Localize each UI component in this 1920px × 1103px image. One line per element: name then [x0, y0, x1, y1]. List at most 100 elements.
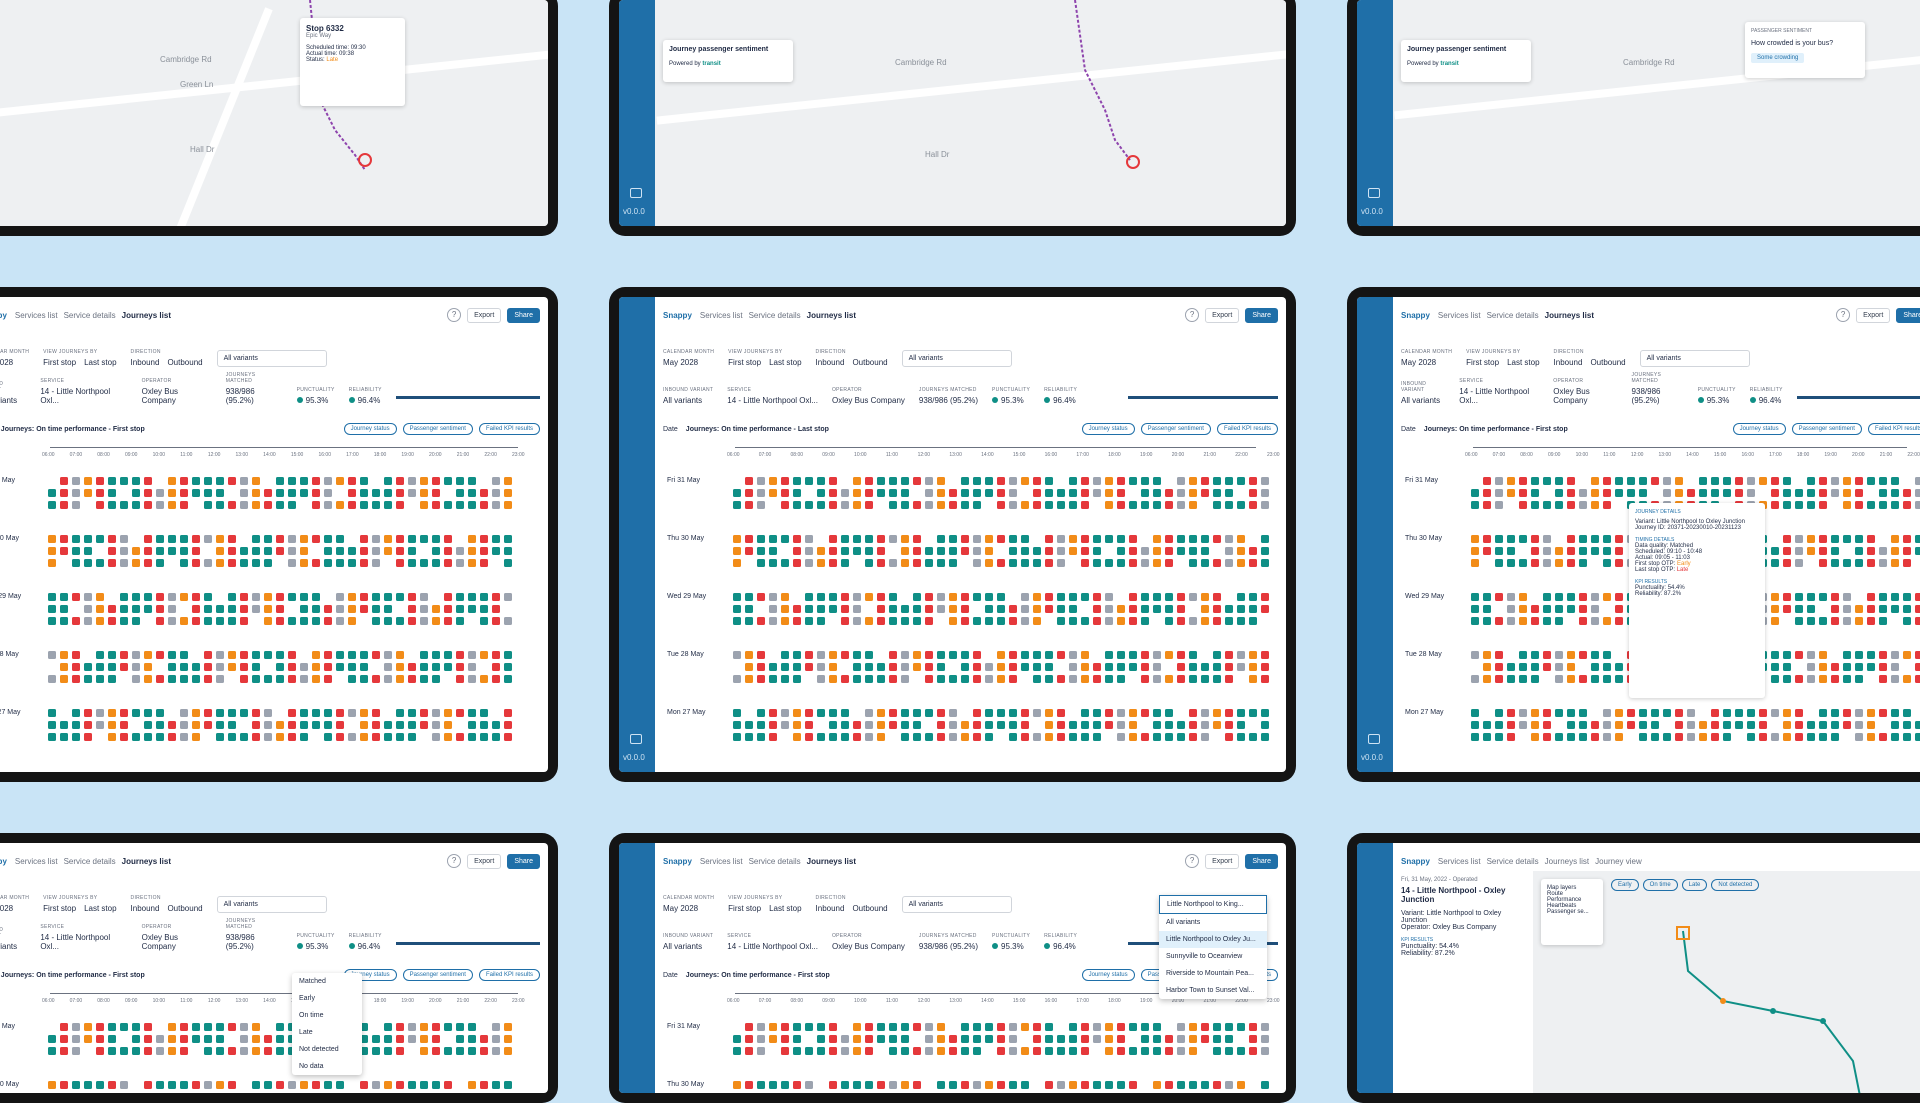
journey-cell[interactable] — [817, 1047, 825, 1055]
journey-cell[interactable] — [1213, 559, 1221, 567]
journey-cell[interactable] — [889, 593, 897, 601]
journey-cell[interactable] — [444, 709, 452, 717]
journey-cell[interactable] — [420, 709, 428, 717]
journey-cell[interactable] — [1165, 721, 1173, 729]
journey-cell[interactable] — [1903, 489, 1911, 497]
journey-cell[interactable] — [1567, 559, 1575, 567]
journey-cell[interactable] — [745, 1035, 753, 1043]
journey-cell[interactable] — [1069, 489, 1077, 497]
journey-cell[interactable] — [1093, 535, 1101, 543]
journey-cell[interactable] — [757, 535, 765, 543]
journey-cell[interactable] — [1783, 605, 1791, 613]
journey-cell[interactable] — [108, 721, 116, 729]
journey-cell[interactable] — [504, 489, 512, 497]
journey-cell[interactable] — [444, 605, 452, 613]
journey-cell[interactable] — [468, 1035, 476, 1043]
journey-cell[interactable] — [1141, 547, 1149, 555]
journey-cell[interactable] — [300, 477, 308, 485]
journey-cell[interactable] — [1783, 709, 1791, 717]
journey-cell[interactable] — [1201, 617, 1209, 625]
journey-cell[interactable] — [240, 489, 248, 497]
journey-cell[interactable] — [324, 501, 332, 509]
journey-cell[interactable] — [937, 547, 945, 555]
journey-cell[interactable] — [1543, 559, 1551, 567]
journey-cell[interactable] — [300, 733, 308, 741]
journey-cell[interactable] — [216, 535, 224, 543]
journey-cell[interactable] — [1831, 675, 1839, 683]
radio-first-stop[interactable]: First stop — [43, 358, 77, 367]
journey-cell[interactable] — [853, 1047, 861, 1055]
journey-cell[interactable] — [1891, 559, 1899, 567]
journey-cell[interactable] — [1555, 675, 1563, 683]
journey-cell[interactable] — [144, 721, 152, 729]
journey-cell[interactable] — [48, 559, 56, 567]
journey-cell[interactable] — [504, 1047, 512, 1055]
journey-cell[interactable] — [1225, 605, 1233, 613]
journey-cell[interactable] — [1009, 535, 1017, 543]
journey-cell[interactable] — [865, 709, 873, 717]
journey-cell[interactable] — [264, 1047, 272, 1055]
journey-cell[interactable] — [1033, 709, 1041, 717]
journey-cell[interactable] — [60, 1047, 68, 1055]
layer-option[interactable]: Route — [1547, 891, 1564, 897]
radio-outbound[interactable]: Outbound — [167, 358, 203, 367]
journey-cell[interactable] — [901, 675, 909, 683]
journey-cell[interactable] — [276, 675, 284, 683]
radio-outbound[interactable]: Outbound — [167, 904, 203, 913]
journey-cell[interactable] — [1603, 709, 1611, 717]
journey-cell[interactable] — [1591, 663, 1599, 671]
journey-cell[interactable] — [925, 663, 933, 671]
journey-cell[interactable] — [997, 489, 1005, 497]
journey-cell[interactable] — [1471, 733, 1479, 741]
journey-cell[interactable] — [240, 709, 248, 717]
journey-cell[interactable] — [324, 733, 332, 741]
journey-cell[interactable] — [216, 559, 224, 567]
journey-cell[interactable] — [492, 617, 500, 625]
journey-cell[interactable] — [793, 1081, 801, 1089]
journey-cell[interactable] — [1069, 1023, 1077, 1031]
journey-cell[interactable] — [1021, 709, 1029, 717]
journey-cell[interactable] — [1069, 593, 1077, 601]
journey-cell[interactable] — [877, 1081, 885, 1089]
journey-cell[interactable] — [192, 535, 200, 543]
journey-cell[interactable] — [1603, 535, 1611, 543]
journey-cell[interactable] — [949, 559, 957, 567]
journey-cell[interactable] — [961, 1035, 969, 1043]
journey-cell[interactable] — [96, 1023, 104, 1031]
journey-cell[interactable] — [925, 709, 933, 717]
journey-cell[interactable] — [204, 501, 212, 509]
journey-cell[interactable] — [1105, 501, 1113, 509]
journey-cell[interactable] — [480, 733, 488, 741]
chip-passenger-sentiment[interactable]: Passenger sentiment — [1791, 423, 1862, 435]
journey-cell[interactable] — [504, 593, 512, 601]
journey-cell[interactable] — [252, 1035, 260, 1043]
journey-cell[interactable] — [985, 535, 993, 543]
journey-cell[interactable] — [793, 501, 801, 509]
journey-cell[interactable] — [504, 501, 512, 509]
journey-cell[interactable] — [276, 721, 284, 729]
journey-cell[interactable] — [336, 501, 344, 509]
journey-cell[interactable] — [805, 559, 813, 567]
journey-cell[interactable] — [1507, 663, 1515, 671]
journey-cell[interactable] — [1057, 535, 1065, 543]
journey-cell[interactable] — [1615, 593, 1623, 601]
journey-cell[interactable] — [865, 593, 873, 601]
journey-cell[interactable] — [420, 559, 428, 567]
journey-cell[interactable] — [1045, 1035, 1053, 1043]
journey-cell[interactable] — [973, 675, 981, 683]
journey-cell[interactable] — [769, 535, 777, 543]
journey-cell[interactable] — [228, 547, 236, 555]
journey-cell[interactable] — [1045, 709, 1053, 717]
journey-cell[interactable] — [276, 535, 284, 543]
journey-cell[interactable] — [1177, 1035, 1185, 1043]
journey-cell[interactable] — [60, 501, 68, 509]
journey-cell[interactable] — [781, 477, 789, 485]
journey-cell[interactable] — [1033, 617, 1041, 625]
journey-cell[interactable] — [108, 1047, 116, 1055]
journey-cell[interactable] — [396, 1023, 404, 1031]
journey-cell[interactable] — [408, 605, 416, 613]
journey-cell[interactable] — [144, 663, 152, 671]
journey-cell[interactable] — [336, 535, 344, 543]
journey-cell[interactable] — [913, 709, 921, 717]
journey-cell[interactable] — [1105, 721, 1113, 729]
